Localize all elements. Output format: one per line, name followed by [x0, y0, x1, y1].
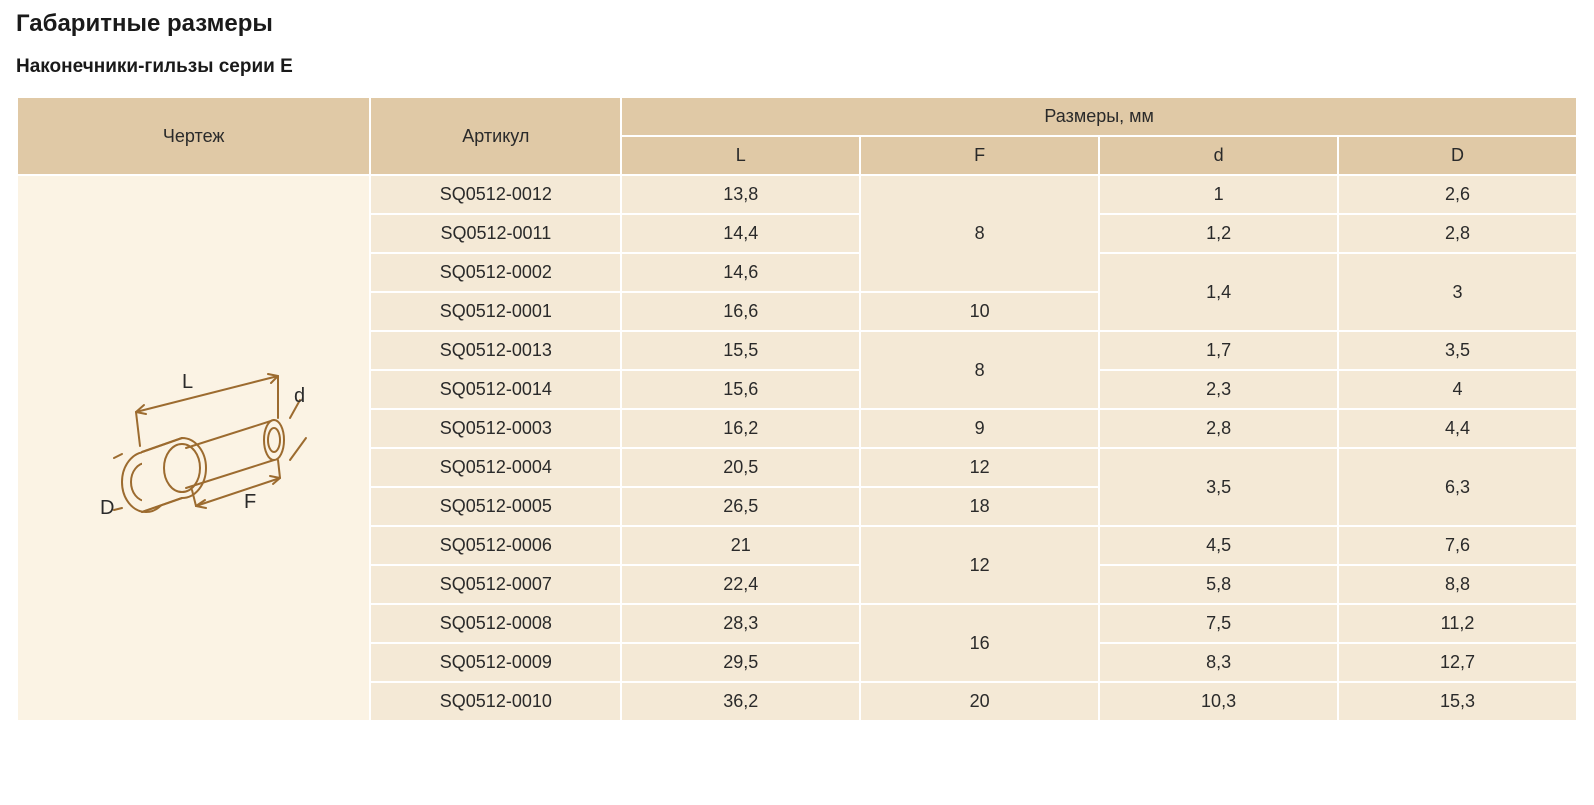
dimensions-table: Чертеж Артикул Размеры, мм L F d D: [16, 96, 1578, 722]
cell-F: 16: [861, 605, 1098, 681]
cell-F: 18: [861, 488, 1098, 525]
page-subtitle: Наконечники-гильзы серии Е: [16, 56, 1578, 78]
cell-sku: SQ0512-0014: [371, 371, 620, 408]
cell-F: 12: [861, 527, 1098, 603]
table-body: L d F D SQ0512-001213,8812,6SQ0512-00111…: [18, 176, 1576, 720]
cell-L: 22,4: [622, 566, 859, 603]
th-D: D: [1339, 137, 1576, 174]
cell-L: 29,5: [622, 644, 859, 681]
cell-D: 4: [1339, 371, 1576, 408]
cell-F: 12: [861, 449, 1098, 486]
th-dimensions: Размеры, мм: [622, 98, 1576, 135]
cell-D: 15,3: [1339, 683, 1576, 720]
cell-sku: SQ0512-0005: [371, 488, 620, 525]
cell-L: 14,4: [622, 215, 859, 252]
cell-D: 8,8: [1339, 566, 1576, 603]
cell-d: 1,7: [1100, 332, 1337, 369]
cell-sku: SQ0512-0006: [371, 527, 620, 564]
cell-L: 13,8: [622, 176, 859, 213]
cell-F: 10: [861, 293, 1098, 330]
cell-sku: SQ0512-0004: [371, 449, 620, 486]
ferrule-drawing: L d F D: [64, 348, 324, 548]
cell-sku: SQ0512-0001: [371, 293, 620, 330]
cell-D: 12,7: [1339, 644, 1576, 681]
th-sku: Артикул: [371, 98, 620, 174]
cell-F: 9: [861, 410, 1098, 447]
cell-D: 7,6: [1339, 527, 1576, 564]
cell-L: 16,2: [622, 410, 859, 447]
cell-d: 2,3: [1100, 371, 1337, 408]
drawing-label-d: d: [294, 385, 305, 407]
cell-D: 3,5: [1339, 332, 1576, 369]
th-d: d: [1100, 137, 1337, 174]
cell-F: 8: [861, 176, 1098, 291]
cell-d: 4,5: [1100, 527, 1337, 564]
cell-D: 11,2: [1339, 605, 1576, 642]
drawing-cell: L d F D: [18, 176, 369, 720]
drawing-label-F: F: [244, 491, 256, 513]
cell-sku: SQ0512-0003: [371, 410, 620, 447]
cell-sku: SQ0512-0007: [371, 566, 620, 603]
cell-sku: SQ0512-0010: [371, 683, 620, 720]
cell-F: 8: [861, 332, 1098, 408]
cell-sku: SQ0512-0002: [371, 254, 620, 291]
cell-D: 2,8: [1339, 215, 1576, 252]
cell-d: 10,3: [1100, 683, 1337, 720]
cell-L: 36,2: [622, 683, 859, 720]
cell-L: 28,3: [622, 605, 859, 642]
cell-L: 26,5: [622, 488, 859, 525]
cell-L: 14,6: [622, 254, 859, 291]
cell-sku: SQ0512-0013: [371, 332, 620, 369]
cell-L: 16,6: [622, 293, 859, 330]
cell-d: 1: [1100, 176, 1337, 213]
cell-D: 6,3: [1339, 449, 1576, 525]
cell-d: 3,5: [1100, 449, 1337, 525]
th-L: L: [622, 137, 859, 174]
cell-d: 8,3: [1100, 644, 1337, 681]
th-drawing: Чертеж: [18, 98, 369, 174]
cell-d: 1,2: [1100, 215, 1337, 252]
cell-D: 4,4: [1339, 410, 1576, 447]
cell-F: 20: [861, 683, 1098, 720]
cell-D: 2,6: [1339, 176, 1576, 213]
cell-sku: SQ0512-0012: [371, 176, 620, 213]
cell-d: 2,8: [1100, 410, 1337, 447]
cell-L: 15,6: [622, 371, 859, 408]
cell-sku: SQ0512-0009: [371, 644, 620, 681]
cell-d: 5,8: [1100, 566, 1337, 603]
drawing-label-D: D: [100, 497, 114, 519]
cell-d: 1,4: [1100, 254, 1337, 330]
drawing-label-L: L: [182, 371, 193, 393]
cell-L: 20,5: [622, 449, 859, 486]
cell-L: 21: [622, 527, 859, 564]
cell-d: 7,5: [1100, 605, 1337, 642]
cell-sku: SQ0512-0008: [371, 605, 620, 642]
cell-L: 15,5: [622, 332, 859, 369]
cell-sku: SQ0512-0011: [371, 215, 620, 252]
table-row: L d F D SQ0512-001213,8812,6: [18, 176, 1576, 213]
th-F: F: [861, 137, 1098, 174]
page-title: Габаритные размеры: [16, 10, 1578, 38]
cell-D: 3: [1339, 254, 1576, 330]
